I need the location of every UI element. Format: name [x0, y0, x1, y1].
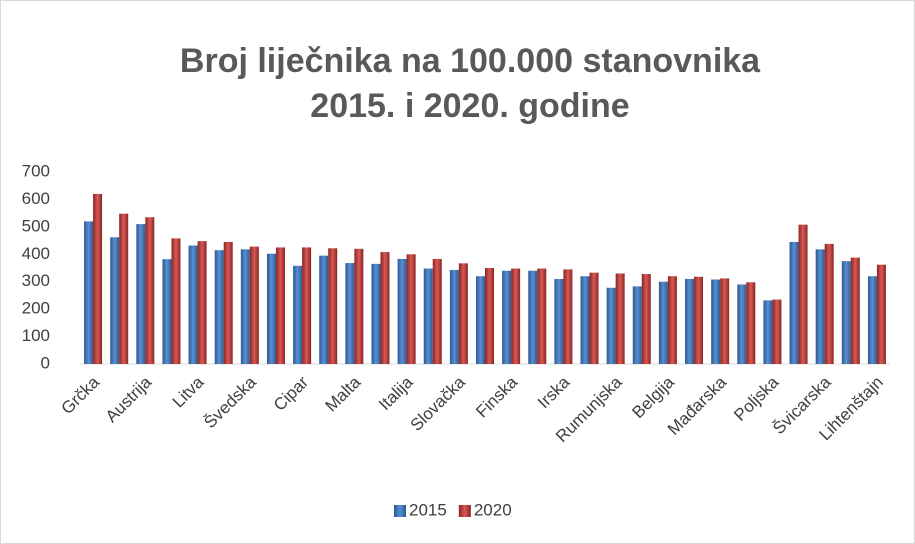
bar	[197, 241, 207, 364]
bar	[162, 259, 172, 364]
bar	[240, 249, 250, 364]
bar	[171, 238, 181, 364]
bar	[641, 274, 651, 364]
bar	[293, 265, 303, 364]
bar	[302, 247, 312, 364]
y-tick-label: 700	[22, 161, 50, 180]
bar	[93, 193, 103, 364]
bar	[554, 278, 564, 364]
chart-title: Broj liječnika na 100.000 stanovnika	[180, 42, 761, 80]
bar	[720, 278, 730, 364]
bar	[275, 247, 285, 364]
bar	[589, 272, 599, 364]
bar	[119, 213, 129, 364]
bar	[319, 255, 329, 364]
bar	[406, 254, 416, 364]
bar	[511, 268, 521, 364]
bar	[110, 237, 120, 364]
bar	[737, 284, 747, 364]
chart-title: 2015. i 2020. godine	[310, 87, 629, 125]
bar	[449, 269, 459, 364]
bar	[850, 257, 860, 364]
bar	[563, 269, 573, 364]
bar	[397, 258, 407, 364]
bar	[136, 224, 146, 364]
bar	[423, 268, 433, 364]
y-tick-label: 600	[22, 189, 50, 208]
y-tick-label: 100	[22, 326, 50, 345]
bar	[867, 276, 877, 364]
bar	[537, 268, 547, 364]
bar	[188, 245, 198, 364]
bar	[371, 263, 381, 364]
bar	[249, 246, 259, 364]
legend-swatch	[458, 505, 471, 517]
bar	[485, 268, 494, 364]
bar	[841, 261, 851, 364]
bar	[266, 253, 276, 364]
bar	[528, 270, 538, 364]
bar	[746, 282, 756, 364]
legend-label: 2015	[409, 500, 447, 519]
bar	[658, 281, 668, 364]
bar	[632, 286, 642, 364]
legend-swatch	[394, 505, 406, 517]
bar	[694, 276, 704, 364]
bar	[354, 248, 364, 364]
bar	[380, 252, 390, 364]
bar	[580, 276, 590, 364]
y-tick-label: 200	[22, 299, 50, 318]
bar	[214, 250, 224, 364]
bar	[502, 270, 512, 364]
bar	[84, 221, 94, 364]
bar	[711, 279, 721, 364]
bar	[615, 273, 625, 364]
bar	[789, 241, 799, 364]
bar	[667, 276, 677, 364]
bar	[328, 248, 338, 364]
bar	[345, 263, 355, 364]
bar	[432, 258, 442, 364]
bar	[763, 300, 773, 364]
bar	[476, 276, 485, 364]
bar	[815, 249, 825, 364]
bar	[824, 243, 834, 364]
bar	[223, 241, 233, 364]
bar	[685, 278, 695, 364]
bar	[458, 263, 468, 364]
legend-label: 2020	[474, 500, 512, 519]
bar	[798, 224, 808, 364]
y-tick-label: 300	[22, 271, 50, 290]
bar	[606, 287, 616, 364]
bar	[876, 264, 886, 364]
y-tick-label: 500	[22, 216, 50, 235]
bar	[772, 299, 782, 364]
y-tick-label: 0	[41, 353, 50, 372]
y-tick-label: 400	[22, 244, 50, 263]
bar	[145, 217, 155, 364]
